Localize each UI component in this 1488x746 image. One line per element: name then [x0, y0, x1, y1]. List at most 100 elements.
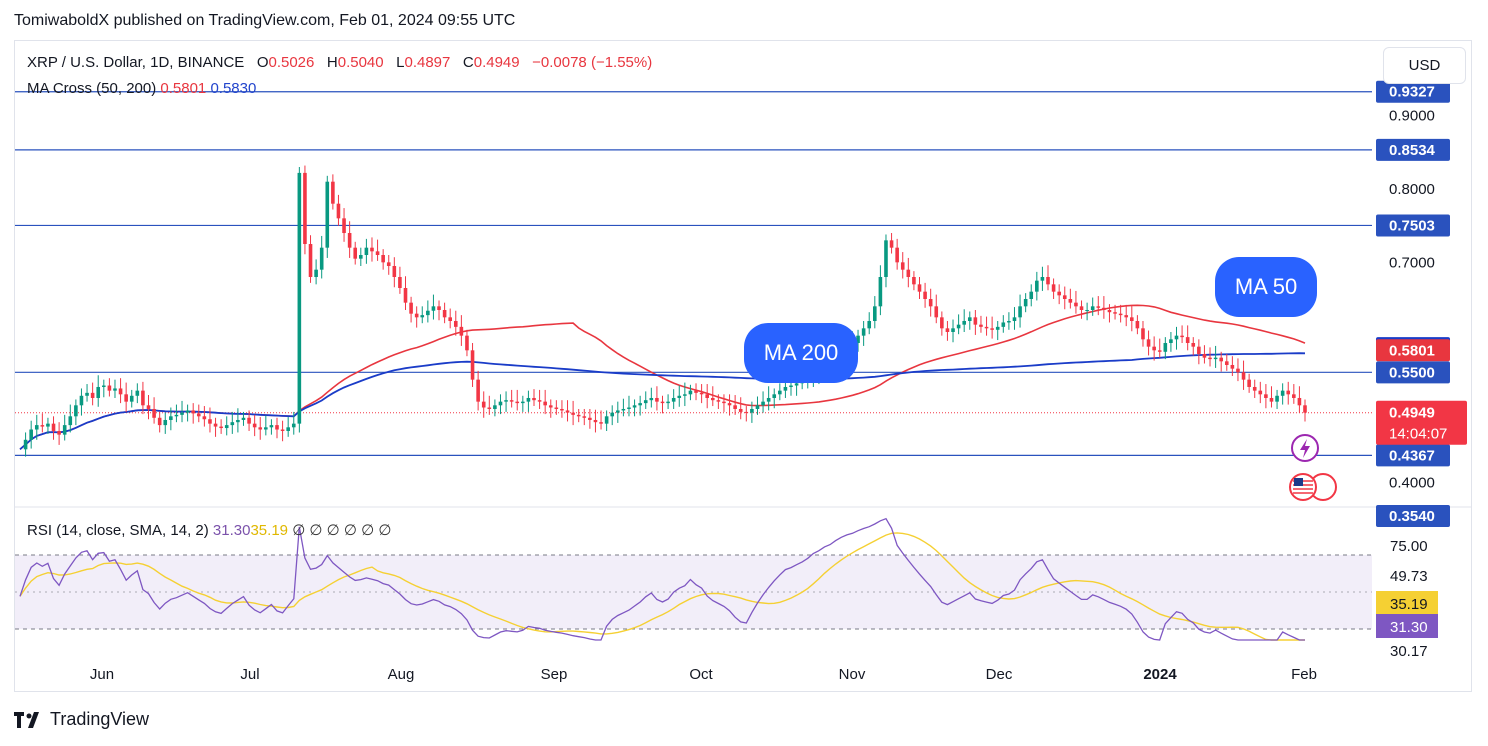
candle-body — [1046, 277, 1050, 285]
candle-body — [671, 397, 676, 402]
candle-body — [331, 181, 335, 204]
rsi-legend[interactable]: RSI (14, close, SMA, 14, 2) 31.3035.19 ∅… — [27, 521, 391, 539]
candle-body — [1135, 320, 1140, 329]
candle-body — [1252, 386, 1257, 391]
candle-body — [571, 412, 575, 415]
candle-body — [107, 385, 112, 391]
price-tick-label: 0.9000 — [1389, 108, 1435, 125]
price-tag-label: 0.9327 — [1389, 84, 1435, 101]
candle-body — [34, 425, 39, 430]
candle-body — [995, 326, 1000, 330]
candle-body — [951, 328, 955, 332]
candle-body — [1185, 337, 1190, 343]
candle-body — [208, 419, 212, 424]
candle-body — [1286, 390, 1291, 395]
candle-body — [660, 401, 665, 404]
candle-body — [688, 390, 693, 395]
candle-body — [1219, 357, 1223, 362]
candle-body — [1292, 394, 1296, 398]
symbol-name[interactable]: XRP / U.S. Dollar, 1D, BINANCE — [27, 54, 245, 71]
candle-body — [459, 326, 464, 336]
candle-body — [928, 299, 933, 307]
candle-body — [1197, 346, 1201, 354]
price-tag — [1376, 80, 1450, 103]
rsi-line — [19, 517, 1305, 641]
candle-body — [280, 429, 285, 431]
price-tag-label: 0.7503 — [1389, 217, 1435, 234]
candle-body — [62, 425, 67, 435]
candle-body — [1191, 342, 1196, 347]
candle-body — [761, 401, 765, 406]
open-value: 0.5026 — [268, 54, 315, 71]
candle-body — [319, 247, 324, 270]
candle-body — [224, 425, 229, 429]
candle-body — [548, 405, 553, 408]
time-tick-label: Nov — [839, 666, 866, 683]
candle-body — [241, 417, 246, 420]
candle-body — [716, 400, 721, 402]
ma200-line — [19, 352, 1306, 450]
candle-body — [599, 422, 603, 424]
candle-body — [537, 400, 542, 402]
ma200-value: 0.5830 — [210, 80, 257, 97]
candle-body — [750, 408, 754, 413]
price-tag-label: 0.8534 — [1389, 142, 1436, 159]
candle-body — [1275, 395, 1279, 402]
ma-label: MA Cross (50, 200) — [27, 80, 157, 97]
candle-body — [923, 291, 927, 299]
time-tick-label: Oct — [689, 666, 713, 683]
candle-body — [1264, 394, 1268, 398]
low-label: L — [396, 54, 405, 71]
candle-body — [638, 403, 642, 406]
candle-body — [202, 416, 207, 420]
candle-body — [1012, 317, 1017, 321]
candle-body — [504, 400, 508, 402]
candle-body — [873, 306, 877, 321]
candle-body — [967, 317, 972, 321]
currency-button[interactable]: USD — [1383, 47, 1466, 84]
candle-body — [286, 427, 290, 431]
lightning-glyph — [1300, 439, 1310, 458]
candle-body — [1107, 309, 1112, 313]
candle-body — [755, 405, 760, 409]
candle-body — [1303, 405, 1307, 413]
price-axis: 0.9000 0.8000 0.7000 0.4000 0.9327 0.8534 0.75… — [1376, 80, 1467, 660]
candle-body — [342, 218, 346, 234]
price-tag — [1376, 339, 1450, 362]
candle-body — [118, 388, 123, 395]
candle-body — [90, 392, 95, 398]
ma-legend[interactable]: MA Cross (50, 200) 0.5801 0.5830 — [27, 80, 256, 97]
candle-body — [666, 401, 670, 404]
candle-body — [705, 394, 709, 398]
candle-body — [694, 390, 698, 393]
candle-body — [699, 392, 704, 395]
candle-body — [392, 266, 397, 278]
candle-body — [509, 400, 514, 402]
candle-body — [40, 425, 45, 427]
tradingview-logo[interactable]: TradingView — [14, 709, 149, 730]
candle-body — [275, 425, 279, 430]
candle-body — [979, 324, 983, 327]
candle-body — [1208, 357, 1212, 360]
price-tag-label: 0.5801 — [1389, 342, 1435, 359]
candle-body — [264, 427, 268, 430]
candle-body — [984, 326, 989, 329]
price-tag-label: 0.4367 — [1389, 447, 1435, 464]
rsi-sma-tag — [1376, 591, 1438, 615]
rsi-tick-lower: 30.17 — [1390, 643, 1428, 660]
candle-body — [576, 414, 581, 417]
event-icons — [1289, 434, 1337, 501]
candle-body — [794, 383, 799, 386]
candle-body — [945, 328, 950, 332]
rsi-sma-value: 35.19 — [250, 522, 289, 539]
candle-body — [1247, 379, 1251, 387]
candle-body — [766, 397, 771, 402]
price-tag-label: 0.3540 — [1389, 508, 1435, 525]
candle-body — [1157, 350, 1162, 352]
candle-body — [1213, 357, 1218, 360]
ma50-value: 0.5801 — [160, 80, 207, 97]
candle-body — [772, 394, 777, 398]
candle-body — [1297, 397, 1302, 406]
time-tick-label: Jul — [240, 666, 259, 683]
